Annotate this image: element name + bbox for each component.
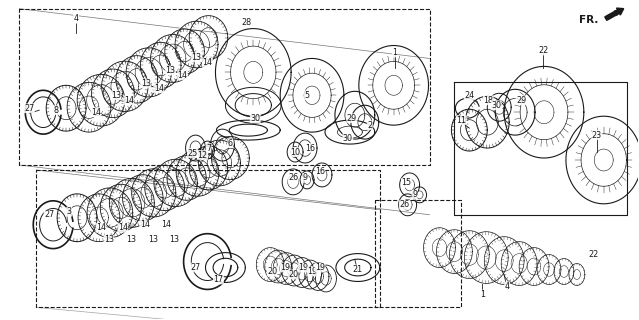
Text: 30: 30 <box>343 133 353 143</box>
Text: 17: 17 <box>213 275 224 284</box>
Text: 27: 27 <box>190 263 201 272</box>
Text: 14: 14 <box>203 58 213 67</box>
Text: 13: 13 <box>141 79 151 88</box>
Text: 1: 1 <box>392 48 397 57</box>
Text: 16: 16 <box>305 144 315 153</box>
Text: 29: 29 <box>516 96 527 105</box>
Text: 20: 20 <box>288 270 298 279</box>
Text: FR.: FR. <box>579 15 598 25</box>
Text: 21: 21 <box>353 265 363 274</box>
Text: 19: 19 <box>298 263 308 272</box>
Text: 4: 4 <box>73 14 79 23</box>
Text: 8: 8 <box>54 106 59 115</box>
Text: 13: 13 <box>192 53 201 62</box>
Text: 11: 11 <box>456 116 466 125</box>
FancyArrow shape <box>604 8 624 20</box>
Text: 2: 2 <box>367 121 373 130</box>
Text: 13: 13 <box>126 235 136 244</box>
Text: 24: 24 <box>465 91 474 100</box>
Text: 14: 14 <box>91 108 101 117</box>
Text: 15: 15 <box>401 179 412 188</box>
Text: 13: 13 <box>111 91 121 100</box>
Text: 22: 22 <box>538 46 548 55</box>
Text: 26: 26 <box>288 173 298 182</box>
Text: 19: 19 <box>280 263 290 272</box>
Text: 14: 14 <box>124 96 134 105</box>
Text: 13: 13 <box>169 235 180 244</box>
Text: 7: 7 <box>206 144 211 153</box>
Text: 30: 30 <box>491 101 501 110</box>
Text: 12: 12 <box>197 150 208 160</box>
Text: 9: 9 <box>412 190 417 199</box>
Text: 5: 5 <box>305 91 310 100</box>
Text: 25: 25 <box>187 148 197 157</box>
Text: 29: 29 <box>347 114 357 123</box>
Text: 6: 6 <box>228 139 233 148</box>
Text: 14: 14 <box>154 84 164 93</box>
Text: 13: 13 <box>148 235 158 244</box>
Text: 20: 20 <box>267 267 277 276</box>
Text: 1: 1 <box>480 290 485 299</box>
Text: 26: 26 <box>399 200 410 209</box>
Text: 18: 18 <box>483 96 493 105</box>
Text: 14: 14 <box>160 220 171 229</box>
Text: 9: 9 <box>302 173 307 182</box>
Text: 14: 14 <box>178 71 188 80</box>
Text: 13: 13 <box>104 235 114 244</box>
Text: 14: 14 <box>96 223 106 232</box>
Text: 27: 27 <box>44 210 54 219</box>
Text: 14: 14 <box>140 220 150 229</box>
Text: 16: 16 <box>315 167 325 176</box>
Text: 19: 19 <box>307 267 317 276</box>
Text: 30: 30 <box>250 114 260 123</box>
Text: 23: 23 <box>592 131 602 140</box>
Text: 10: 10 <box>290 148 300 156</box>
Text: 27: 27 <box>24 104 35 113</box>
Text: 3: 3 <box>66 207 72 216</box>
Text: 13: 13 <box>166 66 176 75</box>
Text: 14: 14 <box>118 223 128 232</box>
Text: 19: 19 <box>315 263 325 272</box>
Text: 22: 22 <box>589 250 599 259</box>
Text: 28: 28 <box>242 18 251 27</box>
Text: 4: 4 <box>505 282 510 291</box>
